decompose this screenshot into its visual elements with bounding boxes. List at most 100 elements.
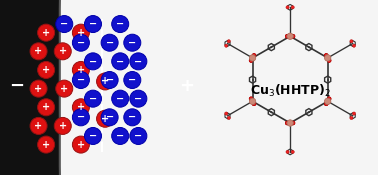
Circle shape — [38, 136, 55, 153]
Text: +: + — [42, 102, 50, 112]
Circle shape — [350, 40, 353, 43]
Circle shape — [101, 34, 118, 51]
Text: −: − — [89, 94, 97, 104]
Text: −: − — [134, 131, 143, 141]
Circle shape — [56, 16, 73, 33]
Circle shape — [85, 90, 101, 107]
Circle shape — [291, 34, 295, 38]
Text: −: − — [105, 75, 114, 85]
Circle shape — [73, 24, 89, 41]
Text: −: − — [89, 56, 97, 66]
Circle shape — [112, 90, 129, 107]
Circle shape — [249, 58, 253, 62]
Circle shape — [112, 127, 129, 145]
FancyBboxPatch shape — [60, 0, 378, 175]
Circle shape — [287, 120, 293, 126]
Circle shape — [73, 99, 89, 116]
Circle shape — [324, 102, 328, 106]
Text: +: + — [77, 28, 85, 38]
Circle shape — [30, 80, 47, 97]
FancyBboxPatch shape — [0, 0, 76, 175]
Circle shape — [324, 54, 328, 57]
Circle shape — [252, 54, 256, 57]
Circle shape — [38, 24, 55, 41]
Circle shape — [85, 127, 101, 145]
Circle shape — [130, 127, 147, 145]
Text: +: + — [42, 28, 50, 38]
Text: +: + — [180, 77, 195, 95]
Text: −: − — [77, 75, 85, 85]
Circle shape — [286, 6, 289, 9]
Text: +: + — [77, 102, 85, 112]
Circle shape — [73, 109, 89, 126]
Circle shape — [101, 72, 118, 89]
Text: +: + — [59, 46, 67, 56]
Circle shape — [249, 58, 253, 62]
Circle shape — [73, 61, 89, 78]
Text: −: − — [116, 94, 124, 104]
Text: +: + — [42, 65, 50, 75]
Text: +: + — [101, 114, 109, 124]
Circle shape — [73, 72, 89, 89]
Circle shape — [324, 98, 331, 104]
Circle shape — [324, 55, 331, 61]
Circle shape — [324, 102, 328, 106]
Circle shape — [249, 97, 253, 101]
Circle shape — [286, 150, 289, 153]
Circle shape — [287, 33, 293, 40]
Circle shape — [124, 72, 141, 89]
Text: +: + — [77, 65, 85, 75]
Text: −: − — [77, 38, 85, 48]
Text: +: + — [34, 84, 43, 94]
Circle shape — [291, 121, 295, 125]
Text: −: − — [77, 112, 85, 122]
Circle shape — [291, 6, 294, 9]
Circle shape — [97, 73, 114, 90]
Circle shape — [101, 109, 118, 126]
FancyBboxPatch shape — [128, 0, 246, 175]
Text: Insights Into MOF EDLC Devices: Insights Into MOF EDLC Devices — [7, 5, 280, 20]
Text: −: − — [116, 131, 124, 141]
Text: −: − — [89, 19, 97, 29]
Circle shape — [30, 117, 47, 134]
Circle shape — [291, 150, 294, 153]
Text: −: − — [9, 77, 25, 95]
Text: +: + — [77, 140, 85, 150]
Circle shape — [30, 43, 47, 60]
Circle shape — [324, 54, 328, 57]
Circle shape — [54, 117, 71, 134]
Circle shape — [38, 99, 55, 116]
Circle shape — [56, 80, 73, 97]
Text: −: − — [105, 38, 114, 48]
Circle shape — [249, 97, 253, 101]
Circle shape — [225, 112, 228, 115]
Text: +: + — [34, 46, 43, 56]
Text: −: − — [134, 94, 143, 104]
Circle shape — [225, 44, 228, 47]
Circle shape — [85, 16, 101, 33]
Circle shape — [54, 43, 71, 60]
Circle shape — [249, 55, 256, 61]
Circle shape — [285, 34, 289, 38]
Circle shape — [327, 97, 331, 101]
Circle shape — [85, 53, 101, 70]
Circle shape — [285, 121, 289, 125]
Text: −: − — [128, 75, 136, 85]
Circle shape — [327, 58, 331, 62]
Text: −: − — [60, 19, 68, 29]
Text: Cu$_3$(HHTP)$_2$: Cu$_3$(HHTP)$_2$ — [250, 83, 330, 99]
Circle shape — [352, 112, 356, 115]
Circle shape — [227, 40, 231, 43]
Circle shape — [327, 97, 331, 101]
Text: +: + — [59, 121, 67, 131]
Circle shape — [112, 16, 129, 33]
Circle shape — [73, 136, 89, 153]
Circle shape — [252, 54, 256, 57]
Circle shape — [130, 90, 147, 107]
Circle shape — [252, 102, 256, 106]
Circle shape — [73, 34, 89, 51]
Text: −: − — [116, 56, 124, 66]
Circle shape — [285, 34, 289, 38]
Circle shape — [124, 34, 141, 51]
Text: +: + — [101, 76, 109, 86]
